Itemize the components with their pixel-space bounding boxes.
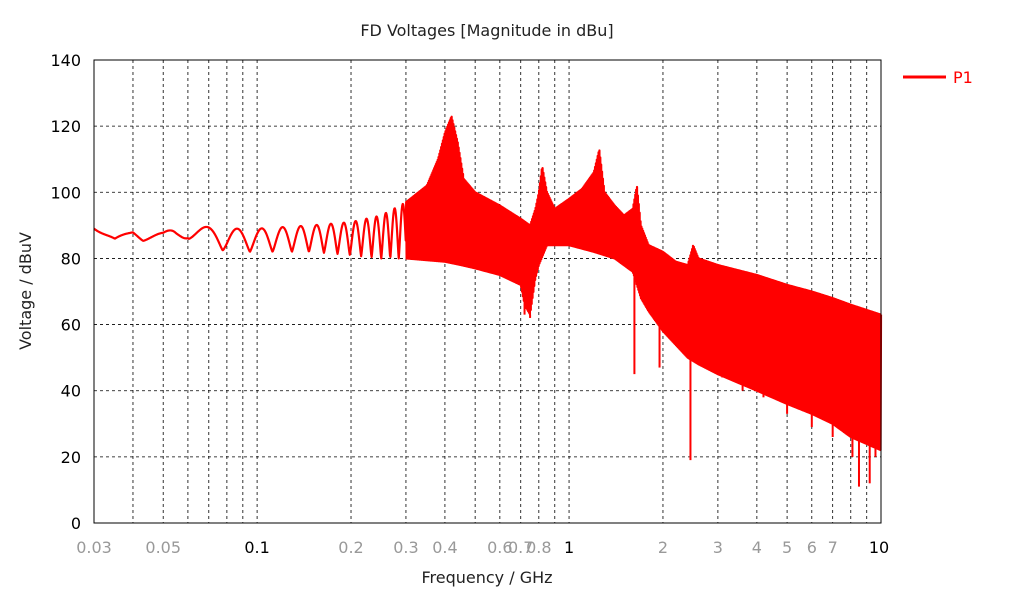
- legend: P1: [903, 68, 973, 87]
- x-tick-label: 0.6: [487, 538, 512, 557]
- x-tick-label: 0.05: [145, 538, 181, 557]
- y-axis-label: Voltage / dBuV: [16, 232, 35, 350]
- x-tick-label: 7: [828, 538, 838, 557]
- x-tick-label: 1: [564, 538, 574, 557]
- x-tick-labels: 0.03 0.05 0.1 0.2 0.3 0.4 0.60.70.8 1 2 3 4 5 6 7 10: [76, 538, 889, 557]
- x-tick-label: 5: [782, 538, 792, 557]
- chart-title: FD Voltages [Magnitude in dBu]: [360, 21, 613, 40]
- x-tick-label: 3: [713, 538, 723, 557]
- y-tick-label: 60: [61, 316, 81, 335]
- y-tick-label: 0: [71, 514, 81, 533]
- plot-area-frame: [93, 59, 882, 524]
- legend-label-p1: P1: [953, 68, 973, 87]
- x-tick-label: 2: [658, 538, 668, 557]
- x-axis-label: Frequency / GHz: [421, 568, 552, 587]
- series-p1-trace: [93, 115, 883, 487]
- y-tick-label: 80: [61, 249, 81, 268]
- y-tick-label: 20: [61, 448, 81, 467]
- x-tick-label: 6: [807, 538, 817, 557]
- x-tick-label: 10: [869, 538, 889, 557]
- x-tick-label: 0.03: [76, 538, 112, 557]
- series-line-p1: [93, 115, 883, 452]
- x-tick-label: 0.2: [338, 538, 363, 557]
- y-tick-label: 140: [50, 51, 81, 70]
- x-tick-label: 4: [752, 538, 762, 557]
- x-tick-label: 0.4: [432, 538, 457, 557]
- x-tick-label: 0.1: [244, 538, 269, 557]
- x-tick-label: 0.7: [508, 538, 533, 557]
- y-tick-label: 40: [61, 382, 81, 401]
- y-tick-labels: 0 20 40 60 80 100 120 140: [50, 51, 81, 533]
- y-tick-label: 100: [50, 183, 81, 202]
- x-tick-label: 0.8: [526, 538, 551, 557]
- y-tick-label: 120: [50, 117, 81, 136]
- x-tick-label: 0.3: [393, 538, 418, 557]
